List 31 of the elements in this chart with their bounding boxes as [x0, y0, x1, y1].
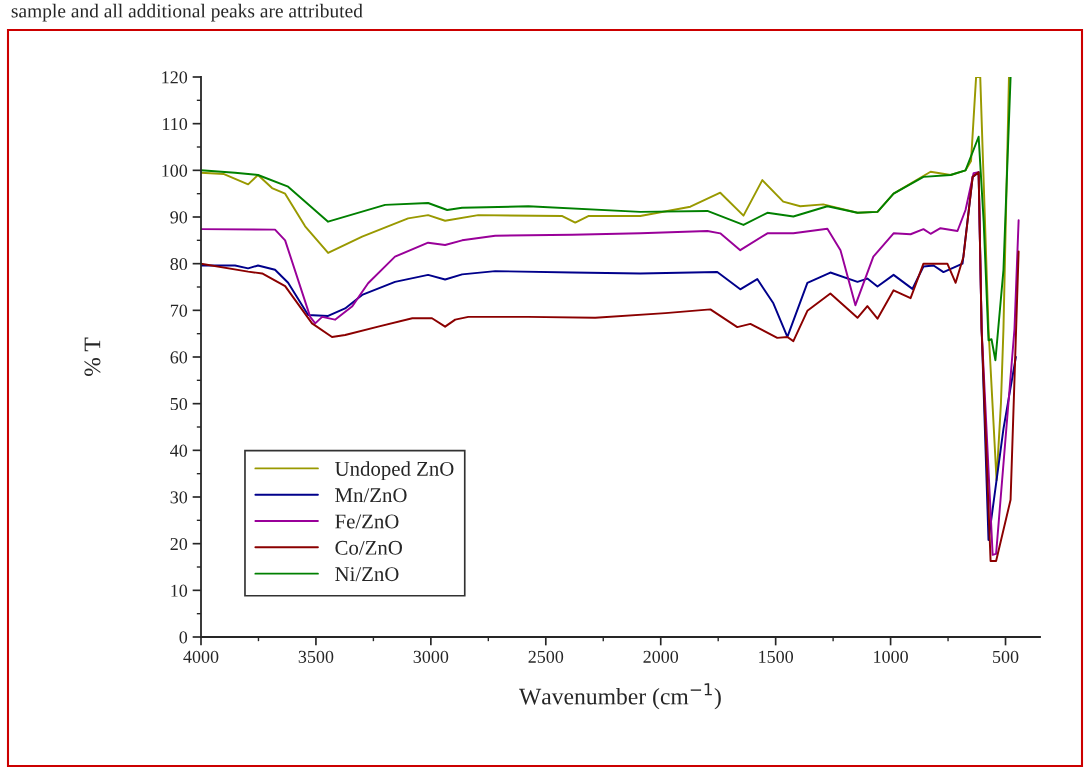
y-tick-label: 50 — [170, 397, 188, 411]
x-tick-label: 1000 — [874, 650, 908, 663]
y-tick-label: 90 — [170, 211, 188, 224]
y-tick-label: 30 — [170, 491, 188, 504]
legend-label: Fe/ZnO — [335, 514, 399, 529]
y-tick-label: 110 — [162, 117, 188, 131]
x-tick-label: 2000 — [643, 650, 679, 663]
y-tick-label: 20 — [170, 537, 188, 551]
x-tick-label: 3000 — [413, 650, 449, 663]
y-tick-label: 0 — [179, 631, 188, 644]
y-tick-label: 10 — [171, 584, 188, 597]
line-series — [201, 77, 1010, 482]
y-tick-label: 40 — [170, 444, 188, 457]
y-tick-label: 70 — [170, 304, 188, 317]
legend-label: Undoped ZnO — [335, 461, 454, 481]
y-tick-label: 100 — [162, 164, 188, 177]
x-tick-label: 500 — [993, 650, 1019, 663]
y-tick-label: 120 — [162, 71, 188, 84]
x-tick-label: 3500 — [298, 650, 334, 663]
line-series — [201, 77, 1012, 362]
y-axis-title: % T — [84, 337, 101, 376]
legend-label: Mn/ZnO — [335, 488, 407, 503]
y-tick-label: 60 — [170, 351, 188, 364]
x-axis-title: Wavenumber (cm$^{−1}$) — [518, 683, 721, 710]
x-tick-label: 1500 — [759, 650, 794, 663]
legend-label: Co/ZnO — [335, 540, 402, 555]
legend-label: Ni/ZnO — [335, 567, 399, 582]
y-tick-label: 80 — [170, 257, 188, 271]
text: sample and all additional peaks are attributed — [11, 3, 363, 22]
x-tick-label: 2500 — [528, 650, 564, 663]
x-tick-label: 4000 — [183, 650, 219, 663]
